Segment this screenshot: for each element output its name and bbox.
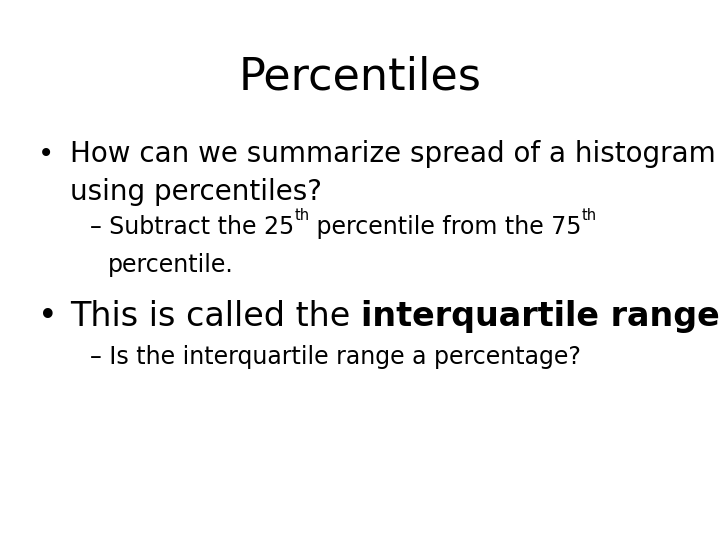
Text: using percentiles?: using percentiles? <box>70 178 322 206</box>
Text: percentile from the 75: percentile from the 75 <box>310 215 582 239</box>
Text: How can we summarize spread of a histogram: How can we summarize spread of a histogr… <box>70 140 716 168</box>
Text: percentile.: percentile. <box>108 253 234 277</box>
Text: •: • <box>38 140 54 168</box>
Text: th: th <box>582 208 597 223</box>
Text: This is called the: This is called the <box>70 300 361 333</box>
Text: interquartile range: interquartile range <box>361 300 719 333</box>
Text: •: • <box>38 300 58 333</box>
Text: Percentiles: Percentiles <box>238 55 482 98</box>
Text: – Subtract the 25: – Subtract the 25 <box>90 215 294 239</box>
Text: – Is the interquartile range a percentage?: – Is the interquartile range a percentag… <box>90 345 581 369</box>
Text: th: th <box>294 208 310 223</box>
